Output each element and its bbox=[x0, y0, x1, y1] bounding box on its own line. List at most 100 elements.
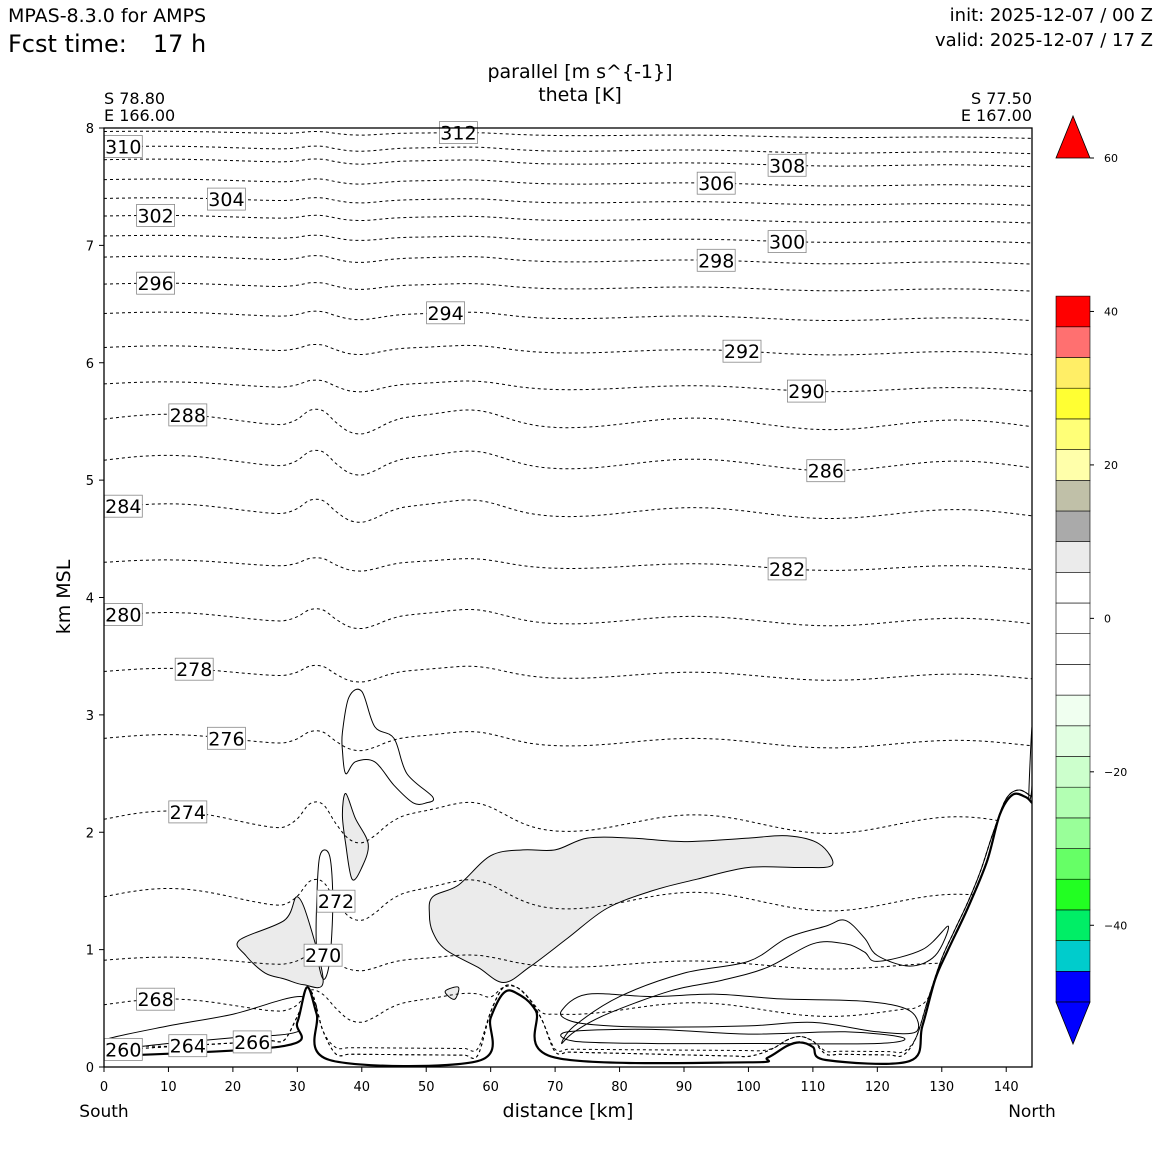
theta-label-260: 260 bbox=[105, 1039, 141, 1061]
theta-contour-276 bbox=[104, 730, 1032, 752]
colorbar-tick-label-3: 20 bbox=[1104, 459, 1118, 472]
colorbar-tick-label-2: 40 bbox=[1104, 305, 1118, 318]
theta-label-284: 284 bbox=[105, 496, 141, 518]
theta-label-312: 312 bbox=[440, 123, 476, 145]
theta-contour-288 bbox=[104, 408, 1032, 435]
theta-label-274: 274 bbox=[170, 802, 206, 824]
colorbar-bin-14 bbox=[1055, 571, 1091, 604]
theta-contour-278 bbox=[104, 664, 1032, 683]
x-tick-label-70: 70 bbox=[547, 1080, 564, 1095]
speed-contour-2 bbox=[315, 849, 334, 980]
colorbar-over-arrow bbox=[1055, 114, 1091, 159]
colorbar-bin-11 bbox=[1055, 664, 1091, 696]
theta-label-308: 308 bbox=[769, 155, 805, 177]
theta-label-292: 292 bbox=[724, 341, 760, 363]
theta-contour-310 bbox=[104, 145, 1032, 155]
colorbar-tick-label-5: −20 bbox=[1104, 766, 1127, 779]
theta-label-box-294 bbox=[426, 301, 466, 325]
colorbar-bin-7 bbox=[1055, 786, 1091, 819]
colorbar-bin-19 bbox=[1055, 418, 1091, 450]
colorbar-tick-label-4: 0 bbox=[1104, 612, 1111, 625]
colorbar-bin-3 bbox=[1055, 909, 1091, 941]
y-tick-label-2: 2 bbox=[86, 826, 94, 841]
forecast-time: Fcst time: 17 h bbox=[8, 30, 206, 58]
chart-title: parallel [m s^{-1}] bbox=[487, 61, 673, 83]
theta-label-276: 276 bbox=[208, 728, 244, 750]
colorbar-bin-10 bbox=[1055, 694, 1091, 727]
theta-contour-264 bbox=[104, 789, 1032, 1059]
north-label: North bbox=[1008, 1102, 1056, 1122]
y-tick-label-6: 6 bbox=[86, 357, 94, 372]
right-endpoint-lon: E 167.00 bbox=[960, 106, 1032, 125]
left-endpoint: S 78.80 E 166.00 bbox=[104, 90, 175, 124]
y-tick-label-0: 0 bbox=[86, 1061, 94, 1076]
theta-label-box-288 bbox=[168, 403, 208, 427]
theta-label-box-312 bbox=[438, 121, 478, 144]
theta-contour-282 bbox=[104, 557, 1032, 572]
colorbar-bin-9 bbox=[1055, 725, 1091, 757]
theta-label-box-276 bbox=[206, 726, 246, 750]
theta-label-box-308 bbox=[767, 153, 807, 177]
colorbar-bin-2 bbox=[1055, 940, 1091, 972]
theta-label-box-302 bbox=[136, 203, 176, 227]
speed-contour-6 bbox=[560, 1028, 906, 1045]
x-axis-label: distance [km] bbox=[503, 1100, 634, 1122]
x-tick-label-130: 130 bbox=[929, 1080, 954, 1095]
theta-label-296: 296 bbox=[137, 273, 173, 295]
theta-contour-286 bbox=[104, 449, 1032, 476]
chart-subtitle: theta [K] bbox=[538, 84, 622, 106]
theta-contour-272 bbox=[104, 878, 1032, 921]
theta-label-box-286 bbox=[806, 459, 846, 483]
theta-label-box-282 bbox=[767, 557, 807, 581]
colorbar-bin-16 bbox=[1055, 510, 1091, 542]
x-tick-label-20: 20 bbox=[225, 1080, 242, 1095]
theta-label-278: 278 bbox=[176, 659, 212, 681]
init-time: init: 2025-12-07 / 00 Z bbox=[949, 5, 1153, 26]
colorbar-bin-12 bbox=[1055, 633, 1091, 665]
terrain-line bbox=[104, 792, 1032, 1067]
valid-time: valid: 2025-12-07 / 17 Z bbox=[935, 30, 1153, 51]
colorbar-bin-13 bbox=[1055, 602, 1091, 635]
theta-contour-300 bbox=[104, 234, 1032, 244]
theta-label-box-266 bbox=[232, 1030, 272, 1054]
theta-label-box-300 bbox=[767, 230, 807, 254]
theta-label-272: 272 bbox=[318, 891, 354, 913]
colorbar-bin-6 bbox=[1055, 817, 1091, 849]
x-tick-label-140: 140 bbox=[994, 1080, 1019, 1095]
theta-contour-280 bbox=[104, 608, 1032, 630]
theta-label-box-278 bbox=[174, 657, 214, 681]
colorbar-bin-5 bbox=[1055, 848, 1091, 880]
forecast-time-value: 17 h bbox=[152, 30, 207, 58]
x-tick-label-0: 0 bbox=[100, 1080, 108, 1095]
y-tick-label-1: 1 bbox=[86, 944, 94, 959]
colorbar-bin-20 bbox=[1055, 387, 1091, 420]
theta-label-266: 266 bbox=[234, 1032, 270, 1054]
y-axis-label: km MSL bbox=[53, 559, 75, 634]
theta-contour-296 bbox=[104, 282, 1032, 292]
colorbar-bin-17 bbox=[1055, 479, 1091, 512]
theta-contour-298 bbox=[104, 255, 1032, 265]
theta-contour-304 bbox=[104, 197, 1032, 206]
forecast-time-label: Fcst time: bbox=[8, 30, 127, 58]
speed-contour-4 bbox=[561, 919, 950, 1045]
colorbar-bin-18 bbox=[1055, 449, 1091, 481]
theta-label-box-268 bbox=[136, 987, 176, 1011]
colorbar-bin-8 bbox=[1055, 756, 1091, 788]
theta-label-box-274 bbox=[168, 800, 208, 824]
theta-label-304: 304 bbox=[208, 189, 244, 211]
theta-contour-290 bbox=[104, 379, 1032, 393]
theta-label-270: 270 bbox=[305, 945, 341, 967]
x-tick-label-40: 40 bbox=[354, 1080, 371, 1095]
right-endpoint-lat: S 77.50 bbox=[970, 89, 1032, 108]
speed-shaded-region-2 bbox=[341, 792, 369, 881]
colorbar-under-arrow bbox=[1055, 1001, 1091, 1046]
theta-contour-274 bbox=[104, 801, 1032, 844]
theta-contour-292 bbox=[104, 343, 1032, 356]
x-tick-label-110: 110 bbox=[800, 1080, 825, 1095]
theta-label-290: 290 bbox=[788, 381, 824, 403]
terrain-fill bbox=[104, 793, 1032, 1067]
theta-contour-312 bbox=[104, 130, 1032, 139]
colorbar-tick-label-6: −40 bbox=[1104, 919, 1127, 932]
speed-shaded-region-4 bbox=[444, 986, 460, 1000]
